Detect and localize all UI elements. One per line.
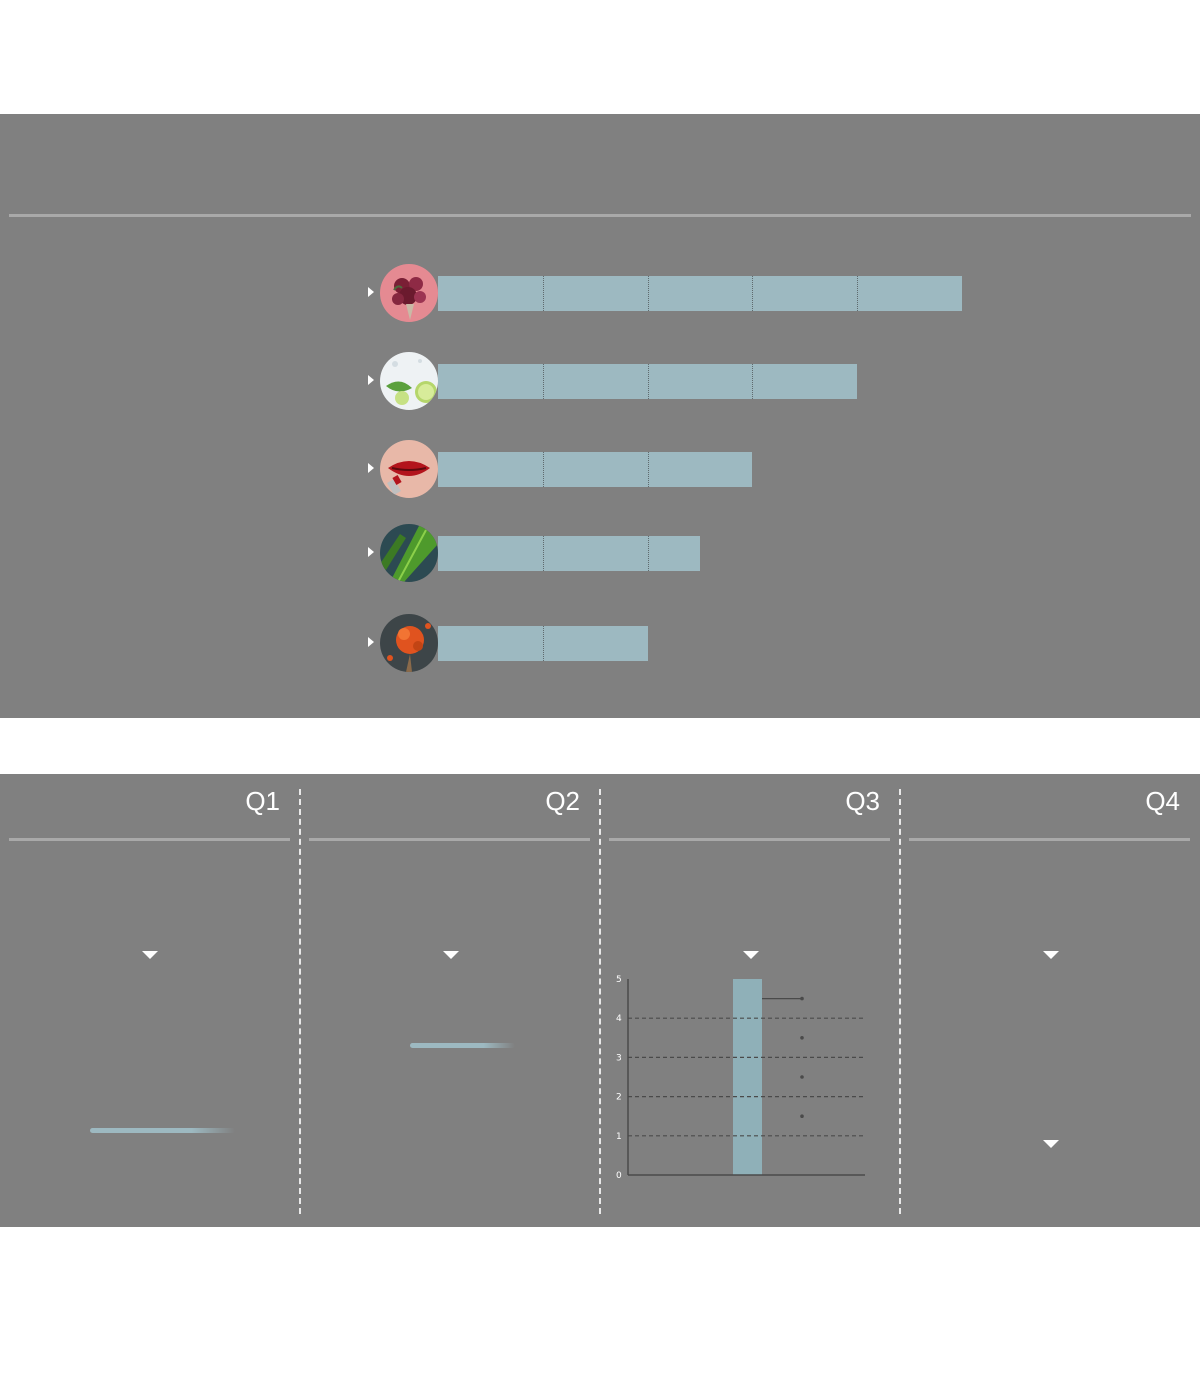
caret-right-icon <box>368 287 374 297</box>
quarter-label-q3: Q3 <box>845 786 880 816</box>
bar <box>438 276 962 311</box>
rose-bouquet-icon <box>380 264 438 322</box>
caret-right-icon <box>368 637 374 647</box>
q3-bar-chart: 0 1 2 3 4 5 <box>616 975 865 1181</box>
bar <box>438 364 858 399</box>
quarter-q2: Q2 <box>300 774 600 1227</box>
marker-triangle-icon <box>443 951 459 959</box>
bar-segment-divider <box>752 276 754 311</box>
y-tick-label: 0 <box>616 1171 622 1181</box>
brush-stroke <box>410 1043 515 1048</box>
marker-triangle-icon <box>1043 951 1059 959</box>
callout-dot <box>800 1114 804 1118</box>
callout-dot <box>800 1075 804 1079</box>
quarter-q4: Q4 <box>900 774 1200 1227</box>
marker-triangle-icon <box>1043 1140 1059 1148</box>
bar-segment-divider <box>647 276 649 311</box>
bar-segment-divider <box>542 452 544 487</box>
quarter-divider <box>599 789 601 1214</box>
y-tick-label: 3 <box>616 1053 622 1063</box>
y-tick-label: 4 <box>616 1014 622 1024</box>
quarter-label-q4: Q4 <box>1145 786 1180 816</box>
y-tick-label: 1 <box>616 1132 622 1142</box>
bar-segment-divider <box>542 536 544 571</box>
bar-segment-divider <box>647 452 649 487</box>
caret-right-icon <box>368 547 374 557</box>
y-tick-label: 2 <box>616 1093 622 1103</box>
spice-powder-icon <box>380 614 438 672</box>
bar-segment-divider <box>542 364 544 399</box>
bar <box>733 979 762 1175</box>
bar <box>438 452 753 487</box>
brush-stroke <box>90 1128 235 1133</box>
quarter-label-q2: Q2 <box>545 786 580 816</box>
quarter-q3: Q3 0 1 2 3 4 5 <box>600 774 900 1227</box>
top-chart-panel <box>0 114 1200 718</box>
bar-segment-divider <box>752 364 754 399</box>
bar-segment-divider <box>647 536 649 571</box>
bar-segment-divider <box>542 276 544 311</box>
callout-dot <box>800 1036 804 1040</box>
quarters-panel: Q1 Q2 Q3 0 1 2 3 4 5 Q4 <box>0 774 1200 1227</box>
callout-dot <box>800 996 804 1001</box>
red-lips-icon <box>380 440 438 498</box>
lime-splash-icon <box>380 352 438 410</box>
quarter-rule-q1 <box>9 838 290 841</box>
bar-segment-divider <box>857 276 859 311</box>
caret-right-icon <box>368 375 374 385</box>
marker-triangle-icon <box>142 951 158 959</box>
quarter-label-q1: Q1 <box>245 786 280 816</box>
bar-segment-divider <box>542 626 544 661</box>
quarter-divider <box>299 789 301 1214</box>
top-divider-line <box>9 214 1191 217</box>
quarter-rule-q3 <box>609 838 890 841</box>
quarter-rule-q2 <box>309 838 590 841</box>
quarter-divider <box>899 789 901 1214</box>
caret-right-icon <box>368 463 374 473</box>
bar <box>438 626 648 661</box>
marker-triangle-icon <box>743 951 759 959</box>
bar-segment-divider <box>647 364 649 399</box>
quarter-q1: Q1 <box>0 774 300 1227</box>
green-leaf-icon <box>380 524 438 582</box>
y-tick-label: 5 <box>616 975 622 985</box>
bar <box>438 536 700 571</box>
quarter-rule-q4 <box>909 838 1190 841</box>
